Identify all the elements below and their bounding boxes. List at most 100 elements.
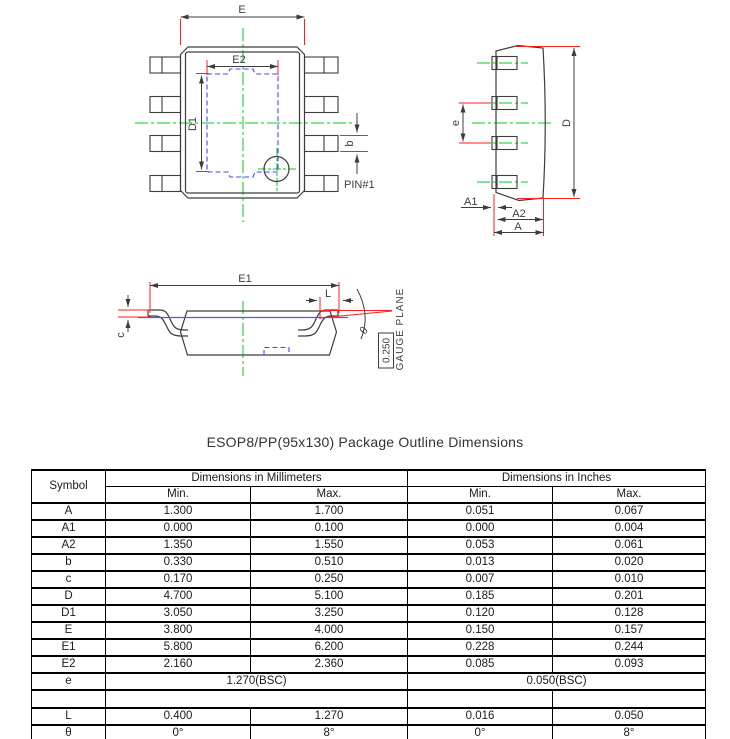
cell-mm-min: 5.800 (105, 638, 251, 657)
exposed-pad-outline (206, 68, 279, 178)
cell-mm-min: 3.050 (105, 604, 251, 623)
left-lead (147, 309, 188, 337)
cell-in-min: 0.185 (407, 587, 553, 606)
cell-mm-max: 4.000 (250, 621, 408, 640)
page-title: ESOP8/PP(95x130) Package Outline Dimensi… (206, 434, 524, 450)
table-row: D 4.700 5.100 0.185 0.201 (31, 587, 706, 606)
pad-notch-hidden (263, 346, 290, 355)
side-view-centerlines (472, 62, 552, 183)
cell-in-max: 0.061 (552, 536, 706, 555)
cell-mm-min: 2.160 (105, 655, 251, 674)
dim-E (180, 14, 305, 45)
cell-symbol: A2 (31, 536, 106, 555)
table-row: b 0.330 0.510 0.013 0.020 (31, 553, 706, 572)
cell-in-max: 0.157 (552, 621, 706, 640)
cell-in-max: 0.128 (552, 604, 706, 623)
cell-in-max: 0.067 (552, 502, 706, 521)
cell-in-min: 0.013 (407, 553, 553, 572)
table-row: E2 2.160 2.360 0.085 0.093 (31, 655, 706, 674)
cell-mm-max: 0.510 (250, 553, 408, 572)
side-view: e D A1 A2 A (450, 44, 580, 236)
cell-in-max: 8° (552, 724, 706, 739)
cell-mm-max: 5.100 (250, 587, 408, 606)
right-lead (298, 309, 339, 337)
top-view: E E2 D1 b PIN#1 (135, 4, 375, 222)
cell-in-min: 0.051 (407, 502, 553, 521)
table-row: E1 5.800 6.200 0.228 0.244 (31, 638, 706, 657)
cell-symbol: L (31, 707, 106, 726)
dim-E1 (149, 282, 340, 313)
dim-c (118, 295, 151, 332)
cell-mm-min: 0.400 (105, 707, 251, 726)
header-millimeters: Dimensions in Millimeters (105, 469, 408, 487)
cell-mm-max: 1.700 (250, 502, 408, 521)
table-row: E 3.800 4.000 0.150 0.157 (31, 621, 706, 640)
cell-symbol: A (31, 502, 106, 521)
cell-mm-min: 0.170 (105, 570, 251, 589)
table-row: c 0.170 0.250 0.007 0.010 (31, 570, 706, 589)
right-pins (303, 56, 339, 193)
dim-label-D1: D1 (187, 117, 199, 131)
table-row: A2 1.350 1.550 0.053 0.061 (31, 536, 706, 555)
header-symbol: Symbol (31, 469, 106, 504)
dim-b (340, 113, 368, 174)
cell-mm-min: 1.300 (105, 502, 251, 521)
header-in-max: Max. (552, 486, 706, 504)
cell-mm-max: 6.200 (250, 638, 408, 657)
gauge-value: 0.250 (382, 338, 393, 363)
dim-label-D: D (561, 119, 573, 127)
dim-D1 (196, 73, 209, 172)
cell-in-max: 0.004 (552, 519, 706, 538)
dim-label-E1: E1 (238, 273, 251, 285)
side-pins (491, 55, 518, 190)
cell-symbol: θ (31, 724, 106, 739)
left-pins (149, 56, 182, 193)
header-mm-max: Max. (250, 486, 408, 504)
cell-in-min: 0.228 (407, 638, 553, 657)
dim-label-A: A (514, 221, 522, 233)
dim-A-group (461, 194, 544, 236)
cell-mm-min: 1.350 (105, 536, 251, 555)
header-mm-min: Min. (105, 486, 251, 504)
dim-theta (319, 288, 393, 340)
table-row-empty (31, 689, 706, 709)
cell-in-max: 0.201 (552, 587, 706, 606)
cell-mm-max: 0.250 (250, 570, 408, 589)
cell-mm-bsc: 1.270(BSC) (105, 672, 408, 691)
cell-mm-min: 4.700 (105, 587, 251, 606)
table-row: θ 0° 8° 0° 8° (31, 724, 706, 739)
cell-mm-min: 0.000 (105, 519, 251, 538)
dim-L (306, 297, 353, 319)
cell-in-min: 0.007 (407, 570, 553, 589)
gauge-plane-label: GAUGE PLANE (395, 288, 406, 371)
cell-empty (31, 689, 106, 709)
cell-symbol: A1 (31, 519, 106, 538)
table-row: A 1.300 1.700 0.051 0.067 (31, 502, 706, 521)
cell-symbol: E (31, 621, 106, 640)
cell-mm-min: 3.800 (105, 621, 251, 640)
table-row: A1 0.000 0.100 0.000 0.004 (31, 519, 706, 538)
cell-in-min: 0.053 (407, 536, 553, 555)
cell-symbol: c (31, 570, 106, 589)
cell-in-min: 0.016 (407, 707, 553, 726)
dim-label-e: e (450, 120, 462, 126)
table-row: D1 3.050 3.250 0.120 0.128 (31, 604, 706, 623)
table-row-bsc: e 1.270(BSC) 0.050(BSC) (31, 672, 706, 691)
dimensions-table: Symbol Dimensions in Millimeters Dimensi… (31, 469, 706, 739)
cell-in-min: 0° (407, 724, 553, 739)
cell-symbol: E1 (31, 638, 106, 657)
cell-symbol: e (31, 672, 106, 691)
dim-E2 (206, 60, 279, 75)
cell-mm-min: 0° (105, 724, 251, 739)
cell-mm-max: 1.550 (250, 536, 408, 555)
cell-in-max: 0.050 (552, 707, 706, 726)
cell-mm-max: 8° (250, 724, 408, 739)
cell-mm-max: 0.100 (250, 519, 408, 538)
header-in-min: Min. (407, 486, 553, 504)
gauge-value-box (378, 332, 394, 369)
dim-D-side (516, 46, 580, 199)
cell-in-min: 0.000 (407, 519, 553, 538)
cell-symbol: b (31, 553, 106, 572)
cell-empty (552, 689, 706, 709)
